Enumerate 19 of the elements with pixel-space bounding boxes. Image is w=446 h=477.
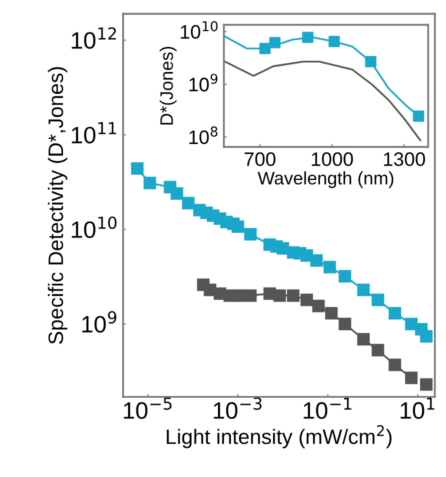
y-tick-label: 10$^{10}$ <box>180 21 218 39</box>
y-tick-label: 10$^{11}$ <box>72 122 116 144</box>
y-tick-label: 10$^{9}$ <box>189 74 218 92</box>
x-tick-label: 10$^{−3}$ <box>214 397 262 419</box>
y-tick-label: 10$^{8}$ <box>189 126 218 144</box>
x-tick-label: 1000 <box>312 152 353 166</box>
x-axis-title: Wavelength (nm) <box>258 171 394 188</box>
x-tick-label: 10$^{−5}$ <box>124 398 172 419</box>
x-tick-label: 10$^{1}$ <box>400 398 434 419</box>
y-axis-title: Specific Detectivity (D*,Jones) <box>48 67 68 344</box>
line-series <box>224 60 422 142</box>
x-tick-label: 700 <box>244 152 276 166</box>
y-axis-title: D*(Jones) <box>160 46 177 125</box>
x-tick-label: 10$^{−1}$ <box>304 398 352 419</box>
y-tick-label: 10$^{12}$ <box>72 27 116 49</box>
y-tick-label: 10$^{9}$ <box>82 311 116 333</box>
y-tick-label: 10$^{10}$ <box>72 216 116 238</box>
x-axis-title: Light intensity (mW/cm$^{2}$) <box>166 425 392 448</box>
x-tick-label: 1300 <box>384 152 425 166</box>
